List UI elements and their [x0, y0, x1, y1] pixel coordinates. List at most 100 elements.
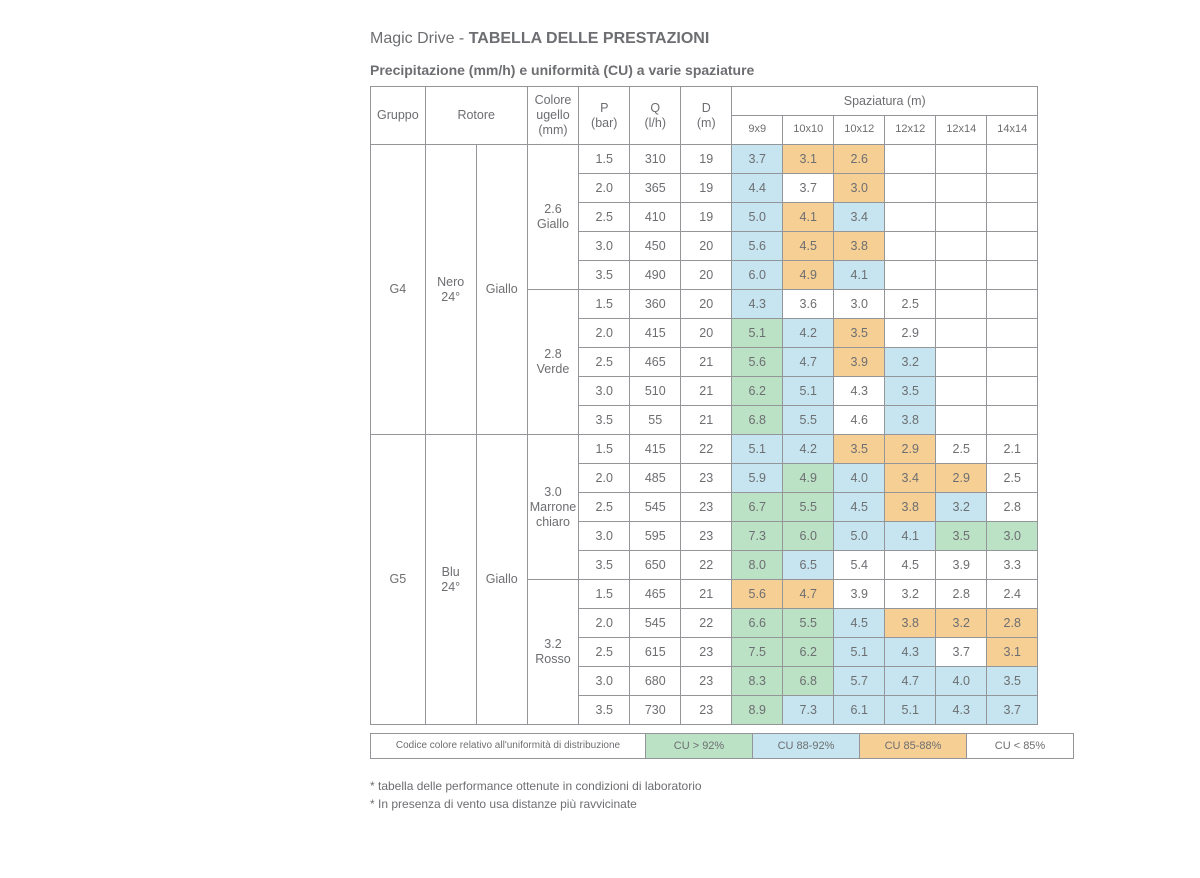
cell-spacing: 5.1 — [783, 377, 834, 406]
cell-spacing: 2.9 — [885, 319, 936, 348]
cell-spacing: 4.5 — [885, 551, 936, 580]
cell-spacing — [987, 406, 1038, 435]
cell-spacing — [936, 232, 987, 261]
cell-d: 19 — [681, 145, 732, 174]
cell-spacing: 3.0 — [834, 290, 885, 319]
cell-spacing: 6.6 — [732, 609, 783, 638]
cell-spacing: 4.7 — [885, 667, 936, 696]
cell-spacing — [987, 290, 1038, 319]
cell-spacing — [885, 203, 936, 232]
cell-q: 410 — [630, 203, 681, 232]
cell-spacing: 4.3 — [936, 696, 987, 725]
cell-p: 3.0 — [579, 667, 630, 696]
cell-spacing: 3.8 — [834, 232, 885, 261]
cell-spacing: 7.3 — [783, 696, 834, 725]
cell-nozzle: 3.2Rosso — [527, 580, 579, 725]
cell-spacing — [987, 232, 1038, 261]
cell-spacing: 5.7 — [834, 667, 885, 696]
cell-spacing: 3.9 — [834, 348, 885, 377]
cell-spacing: 3.5 — [885, 377, 936, 406]
cell-spacing — [987, 174, 1038, 203]
cell-q: 650 — [630, 551, 681, 580]
cell-spacing: 5.4 — [834, 551, 885, 580]
cell-d: 23 — [681, 638, 732, 667]
cell-q: 615 — [630, 638, 681, 667]
cell-spacing: 6.8 — [732, 406, 783, 435]
cell-gruppo: G4 — [371, 145, 426, 435]
cell-spacing: 2.4 — [987, 580, 1038, 609]
cell-d: 19 — [681, 174, 732, 203]
cell-spacing — [936, 406, 987, 435]
cell-p: 2.0 — [579, 319, 630, 348]
cell-spacing: 3.0 — [834, 174, 885, 203]
cell-rotore: Nero24° — [425, 145, 476, 435]
cell-spacing: 4.3 — [834, 377, 885, 406]
cell-spacing: 5.6 — [732, 232, 783, 261]
th-spaziatura: Spaziatura (m) — [732, 87, 1038, 116]
cell-d: 23 — [681, 464, 732, 493]
cell-p: 2.0 — [579, 609, 630, 638]
legend: Codice colore relativo all'uniformità di… — [370, 733, 1074, 759]
cell-spacing: 2.9 — [885, 435, 936, 464]
cell-d: 22 — [681, 551, 732, 580]
cell-p: 1.5 — [579, 290, 630, 319]
cell-spacing: 5.0 — [834, 522, 885, 551]
cell-spacing — [936, 290, 987, 319]
title-bold: TABELLA DELLE PRESTAZIONI — [469, 30, 710, 47]
cell-spacing: 3.8 — [885, 609, 936, 638]
cell-colore: Giallo — [476, 145, 527, 435]
cell-p: 3.5 — [579, 406, 630, 435]
cell-spacing: 3.8 — [885, 406, 936, 435]
cell-p: 2.5 — [579, 203, 630, 232]
cell-spacing: 6.8 — [783, 667, 834, 696]
cell-spacing: 6.0 — [783, 522, 834, 551]
cell-spacing: 4.9 — [783, 261, 834, 290]
cell-spacing: 4.7 — [783, 348, 834, 377]
cell-spacing — [987, 348, 1038, 377]
cell-d: 21 — [681, 406, 732, 435]
cell-spacing: 3.2 — [885, 580, 936, 609]
cell-q: 415 — [630, 435, 681, 464]
cell-spacing: 3.2 — [885, 348, 936, 377]
cell-p: 2.5 — [579, 638, 630, 667]
cell-spacing: 2.1 — [987, 435, 1038, 464]
cell-spacing: 6.2 — [783, 638, 834, 667]
cell-q: 360 — [630, 290, 681, 319]
cell-q: 485 — [630, 464, 681, 493]
cell-d: 23 — [681, 696, 732, 725]
cell-spacing: 5.1 — [834, 638, 885, 667]
cell-spacing: 2.8 — [987, 493, 1038, 522]
cell-spacing: 4.2 — [783, 435, 834, 464]
cell-spacing: 5.1 — [732, 435, 783, 464]
cell-d: 21 — [681, 580, 732, 609]
cell-q: 365 — [630, 174, 681, 203]
cell-spacing — [936, 261, 987, 290]
cell-q: 55 — [630, 406, 681, 435]
cell-spacing — [936, 145, 987, 174]
cell-spacing: 3.4 — [885, 464, 936, 493]
cell-d: 20 — [681, 290, 732, 319]
cell-spacing: 5.5 — [783, 493, 834, 522]
th-spacing: 10x10 — [783, 116, 834, 145]
cell-p: 2.0 — [579, 464, 630, 493]
cell-spacing: 3.0 — [987, 522, 1038, 551]
th-colore-ugello: Coloreugello(mm) — [527, 87, 579, 145]
cell-p: 1.5 — [579, 435, 630, 464]
cell-spacing: 6.0 — [732, 261, 783, 290]
cell-spacing: 6.1 — [834, 696, 885, 725]
cell-spacing: 4.5 — [783, 232, 834, 261]
cell-gruppo: G5 — [371, 435, 426, 725]
page-subtitle: Precipitazione (mm/h) e uniformità (CU) … — [370, 62, 1080, 78]
table-row: G4Nero24°Giallo2.6Giallo1.5310193.73.12.… — [371, 145, 1038, 174]
th-spacing: 12x12 — [885, 116, 936, 145]
cell-d: 22 — [681, 609, 732, 638]
cell-spacing: 3.8 — [885, 493, 936, 522]
cell-spacing: 4.5 — [834, 493, 885, 522]
cell-d: 19 — [681, 203, 732, 232]
cell-spacing: 3.9 — [936, 551, 987, 580]
cell-spacing: 2.8 — [987, 609, 1038, 638]
performance-table: Gruppo Rotore Coloreugello(mm) P(bar) Q(… — [370, 86, 1038, 725]
cell-spacing — [885, 261, 936, 290]
cell-spacing — [936, 174, 987, 203]
cell-d: 20 — [681, 319, 732, 348]
